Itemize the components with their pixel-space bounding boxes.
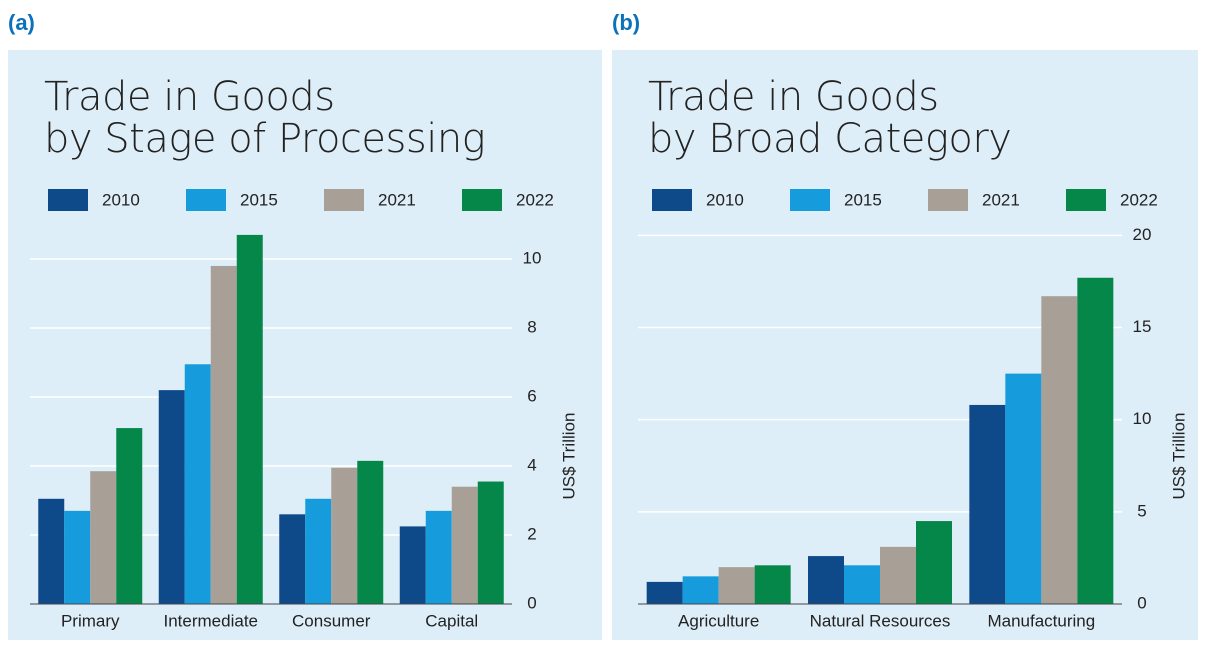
bar [916,521,952,604]
bar [754,565,791,604]
legend-swatch [928,189,968,211]
y-tick-label: 2 [527,524,536,543]
bar [38,498,65,604]
legend-swatch [790,189,830,211]
y-tick-label: 4 [527,456,536,475]
bar [969,404,1006,604]
bar [646,581,683,604]
y-tick-label: 0 [527,593,536,612]
x-tick-label: Natural Resources [810,611,951,630]
bar [1077,277,1114,604]
y-tick-label: 8 [527,318,536,337]
bar [718,567,755,604]
bar [236,234,263,604]
legend-swatch [186,189,226,211]
y-tick-label: 5 [1137,501,1146,520]
bar [279,514,306,604]
bar [1005,373,1042,604]
legend-swatch [48,189,88,211]
bar [880,546,916,604]
legend-label: 2015 [240,190,278,209]
y-tick-label: 20 [1133,225,1152,244]
chart-title: Trade in Goods by Broad Category [648,74,1012,162]
panel-label: (b) [612,10,641,35]
y-tick-label: 10 [1133,409,1152,428]
panel-label: (a) [8,10,35,35]
bar [90,471,117,604]
legend-label: 2010 [706,190,744,209]
bar [64,510,91,604]
bar [477,481,504,604]
x-tick-label: Intermediate [164,611,259,630]
bar [116,428,143,604]
y-tick-label: 0 [1137,593,1146,612]
bar [305,498,332,604]
y-tick-label: 15 [1133,317,1152,336]
bar [399,526,426,604]
legend-label: 2021 [982,190,1020,209]
bar [425,510,452,604]
legend-label: 2010 [102,190,140,209]
legend-label: 2021 [378,190,416,209]
bar [682,576,719,604]
chart-title: Trade in Goods by Stage of Processing [44,74,486,162]
y-tick-label: 10 [523,249,542,268]
legend-swatch [324,189,364,211]
x-tick-label: Capital [425,611,478,630]
legend-label: 2015 [844,190,882,209]
y-axis-label: US$ Trillion [1169,413,1188,500]
legend-swatch [652,189,692,211]
bar [844,565,880,604]
legend-swatch [1066,189,1106,211]
x-tick-label: Primary [61,611,120,630]
bar [1041,296,1078,604]
bar [357,460,384,604]
legend-swatch [462,189,502,211]
x-tick-label: Consumer [292,611,371,630]
bar [331,467,358,604]
bar [808,556,844,604]
x-tick-label: Agriculture [678,611,759,630]
y-axis-label: US$ Trillion [559,413,578,500]
bar [210,265,237,604]
bar [158,390,185,604]
bar [451,486,478,604]
bar [184,364,211,604]
legend-label: 2022 [516,190,554,209]
x-tick-label: Manufacturing [987,611,1095,630]
legend-label: 2022 [1120,190,1158,209]
y-tick-label: 6 [527,387,536,406]
